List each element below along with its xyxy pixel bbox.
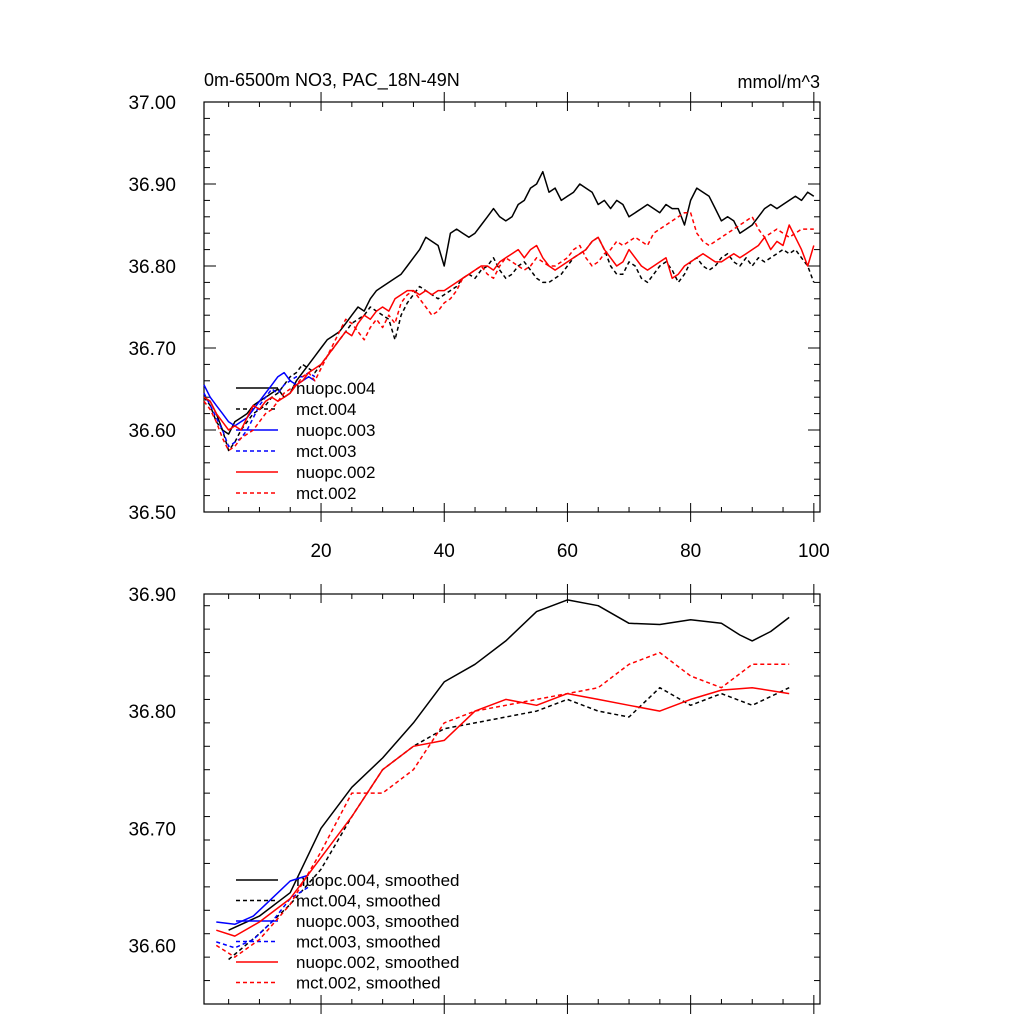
legend-label: nuopc.003 bbox=[296, 421, 375, 440]
series-line bbox=[228, 686, 790, 961]
y-tick-label: 37.00 bbox=[128, 93, 176, 114]
legend-label: nuopc.002 bbox=[296, 463, 375, 482]
series-line bbox=[216, 686, 790, 937]
x-tick-label: 40 bbox=[434, 541, 455, 562]
x-tick-label: 60 bbox=[557, 541, 578, 562]
series-line bbox=[203, 211, 814, 452]
series-line bbox=[216, 886, 310, 949]
legend-label: mct.003, smoothed bbox=[296, 933, 441, 952]
series-line bbox=[203, 371, 316, 448]
y-tick-label: 36.80 bbox=[128, 257, 176, 278]
legend-label: nuopc.004 bbox=[296, 379, 375, 398]
x-tick-label: 20 bbox=[310, 541, 331, 562]
chart-panel-2: 36.60 36.70 36.80 36.90 nuopc.004, smoothed m… bbox=[128, 584, 821, 1014]
y-tick-label: 36.70 bbox=[128, 339, 176, 360]
chart-panel-1: 20 40 60 80 100 36.50 36.60 36.70 36.80 36.90 37.0… bbox=[128, 92, 830, 562]
chart-title: 0m-6500m NO3, PAC_18N-49N bbox=[204, 70, 460, 91]
series-line bbox=[228, 599, 790, 931]
y-tick-label: 36.50 bbox=[128, 503, 176, 524]
y-tick-label: 36.90 bbox=[128, 585, 176, 606]
legend-label: mct.002, smoothed bbox=[296, 974, 441, 993]
legend-label: nuopc.004, smoothed bbox=[296, 871, 460, 890]
legend-label: nuopc.002, smoothed bbox=[296, 953, 460, 972]
y-tick-label: 36.60 bbox=[128, 936, 176, 957]
plot-frame bbox=[203, 593, 821, 1005]
legend-label: mct.002 bbox=[296, 484, 356, 503]
legend-label: nuopc.003, smoothed bbox=[296, 912, 460, 931]
plot-frame bbox=[203, 101, 821, 513]
y-tick-label: 36.80 bbox=[128, 702, 176, 723]
y-tick-label: 36.70 bbox=[128, 819, 176, 840]
legend-label: mct.003 bbox=[296, 442, 356, 461]
legend-label: mct.004, smoothed bbox=[296, 892, 441, 911]
series-line bbox=[215, 651, 790, 958]
x-tick-label: 100 bbox=[798, 541, 830, 562]
x-tick-label: 80 bbox=[680, 541, 701, 562]
series-line bbox=[203, 224, 815, 431]
legend-label: mct.004 bbox=[296, 400, 356, 419]
y-tick-label: 36.60 bbox=[128, 421, 176, 442]
units-label: mmol/m^3 bbox=[738, 72, 820, 92]
series-line bbox=[216, 874, 309, 926]
y-tick-label: 36.90 bbox=[128, 175, 176, 196]
series-line bbox=[203, 236, 815, 452]
series-line bbox=[203, 170, 815, 435]
